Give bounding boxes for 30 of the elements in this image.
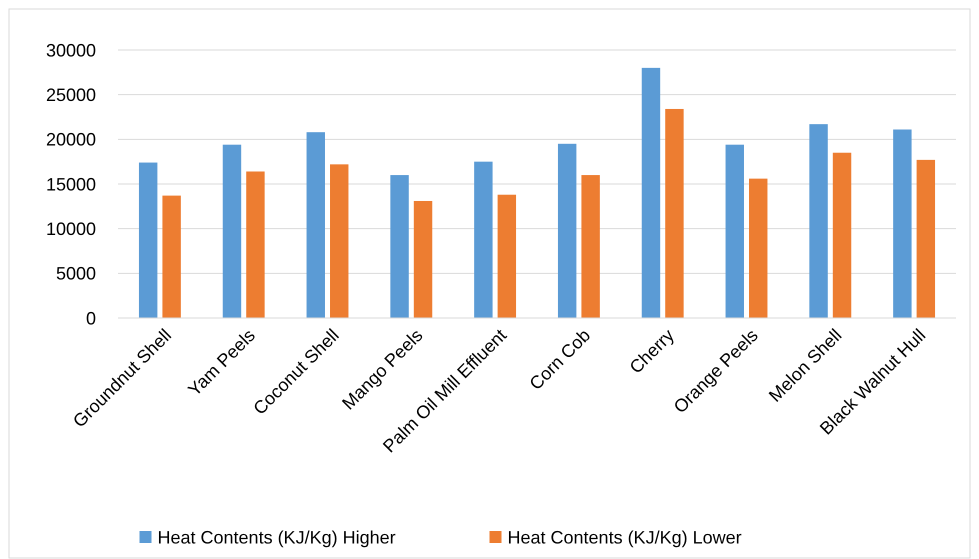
y-tick-label: 5000 (56, 264, 96, 284)
bar (893, 130, 912, 318)
y-tick-label: 0 (86, 308, 96, 328)
bar (726, 144, 744, 318)
bar (246, 171, 265, 318)
bar (390, 175, 409, 318)
bar (809, 124, 828, 318)
bar (642, 68, 660, 318)
bar (306, 132, 325, 318)
legend-label: Heat Contents (KJ/Kg) Higher (158, 527, 396, 548)
bar (498, 194, 516, 318)
x-tick-label: Corn Cob (526, 325, 594, 394)
y-tick-label: 30000 (46, 40, 96, 60)
y-tick-label: 20000 (46, 130, 96, 150)
y-tick-label: 10000 (46, 218, 96, 239)
bar (162, 196, 181, 318)
bar (330, 164, 348, 318)
bar (581, 175, 600, 318)
bar (916, 160, 936, 318)
bar (414, 200, 432, 318)
bar (749, 178, 768, 318)
bar (138, 162, 158, 318)
bar (665, 108, 684, 318)
bar (558, 144, 576, 318)
bar (832, 152, 852, 318)
y-tick-label: 15000 (46, 174, 96, 194)
bar (222, 144, 242, 318)
legend-label: Heat Contents (KJ/Kg) Lower (508, 527, 742, 548)
y-tick-label: 25000 (46, 84, 96, 105)
bar (474, 162, 493, 318)
